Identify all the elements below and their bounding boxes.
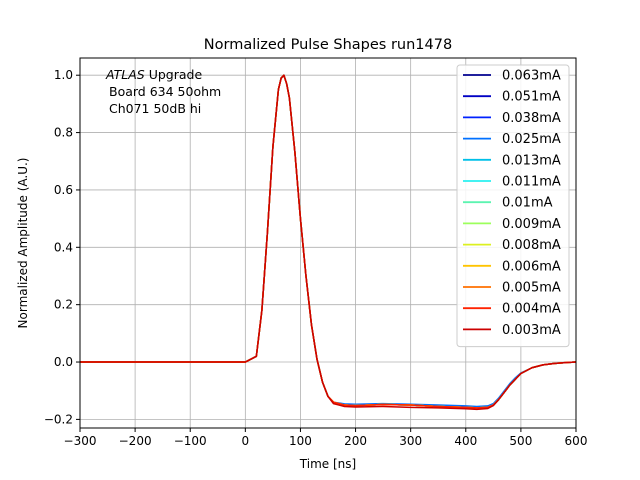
legend-entry: 0.038mA [502, 111, 561, 126]
x-tick-label: 400 [454, 434, 477, 448]
x-tick-label: −200 [119, 434, 152, 448]
y-tick-label: 0.8 [54, 126, 73, 140]
y-tick-label: 0.2 [54, 298, 73, 312]
x-tick-label: −100 [174, 434, 207, 448]
annotation-line-1: ATLAS Upgrade [105, 67, 202, 82]
series-lines [80, 74, 577, 411]
x-tick-label: 600 [565, 434, 588, 448]
y-tick-label: 1.0 [54, 68, 73, 82]
x-tick-label: 0 [242, 434, 250, 448]
legend-entry: 0.008mA [502, 238, 561, 253]
legend-entry: 0.004mA [502, 302, 561, 317]
legend-entry: 0.003mA [502, 323, 561, 338]
annotation-upgrade: Upgrade [145, 67, 203, 82]
y-tick-label: 0.4 [54, 240, 73, 254]
axis-ticks: −300 −200 −100 0 100 200 300 400 500 600 −0.2 0.0 0.… [44, 68, 588, 448]
legend-box [456, 64, 570, 348]
legend-entry: 0.013mA [502, 153, 561, 168]
atlas-label: ATLAS [105, 67, 145, 82]
chart-title: Normalized Pulse Shapes run1478 [204, 37, 452, 53]
series-line [80, 74, 577, 411]
legend-entry: 0.006mA [502, 259, 561, 274]
annotation-line-2: Board 634 50ohm [109, 84, 221, 99]
legend: 0.063mA 0.051mA 0.038mA 0.025mA 0.013mA 0.011… [456, 64, 570, 348]
y-tick-label: −0.2 [44, 412, 73, 426]
x-tick-label: 100 [289, 434, 312, 448]
x-tick-label: −300 [64, 434, 97, 448]
x-tick-label: 200 [344, 434, 367, 448]
legend-entry: 0.051mA [502, 90, 561, 105]
x-tick-label: 500 [509, 434, 532, 448]
y-tick-label: 0.0 [54, 355, 73, 369]
legend-entry: 0.005mA [502, 281, 561, 296]
annotation-line-3: Ch071 50dB hi [109, 101, 201, 116]
y-tick-label: 0.6 [54, 183, 73, 197]
x-axis-label: Time [ns] [299, 457, 356, 471]
legend-entry: 0.011mA [502, 175, 561, 190]
legend-entry: 0.025mA [502, 132, 561, 147]
x-tick-label: 300 [399, 434, 422, 448]
plot-frame [79, 57, 577, 429]
y-axis-label: Normalized Amplitude (A.U.) [16, 158, 30, 329]
annotation: ATLAS Upgrade Board 634 50ohm Ch071 50dB… [105, 67, 221, 116]
legend-entry: 0.01mA [502, 196, 553, 211]
legend-entry: 0.009mA [502, 217, 561, 232]
legend-entry: 0.063mA [502, 69, 561, 84]
